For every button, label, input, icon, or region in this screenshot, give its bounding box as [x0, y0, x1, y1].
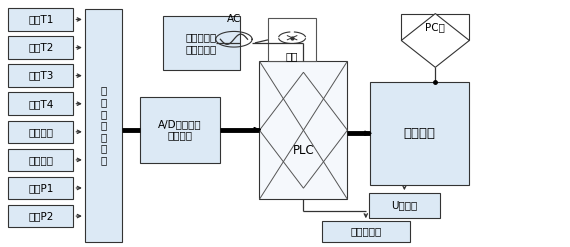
Text: PC机: PC机: [425, 22, 445, 32]
Bar: [369, 193, 440, 218]
Text: 温度T1: 温度T1: [28, 15, 54, 24]
Bar: [268, 19, 316, 61]
Bar: [8, 149, 74, 171]
Text: 压力P1: 压力P1: [28, 183, 54, 193]
Bar: [85, 9, 121, 242]
Bar: [8, 121, 74, 143]
Text: 温度T4: 温度T4: [28, 99, 54, 109]
Text: 人机界面: 人机界面: [404, 127, 435, 140]
Text: 温度T2: 温度T2: [28, 42, 54, 53]
Bar: [322, 221, 410, 242]
Text: PLC: PLC: [292, 144, 314, 157]
Bar: [8, 64, 74, 87]
Bar: [163, 16, 239, 70]
Text: 温度T3: 温度T3: [28, 71, 54, 81]
Polygon shape: [401, 14, 469, 67]
Text: 压力P2: 压力P2: [28, 211, 54, 221]
Bar: [8, 92, 74, 115]
Bar: [8, 205, 74, 227]
Text: AC: AC: [227, 14, 241, 24]
Bar: [401, 14, 469, 41]
Bar: [8, 36, 74, 59]
Bar: [140, 97, 220, 163]
Text: 风扇: 风扇: [286, 51, 298, 61]
Text: 功率信号: 功率信号: [28, 127, 54, 137]
Bar: [8, 8, 74, 31]
Text: 流量信号: 流量信号: [28, 155, 54, 165]
Text: U盘存储: U盘存储: [391, 200, 418, 210]
Bar: [259, 61, 347, 199]
Bar: [370, 82, 469, 185]
Text: 模
拟
量
测
量
模
块: 模 拟 量 测 量 模 块: [100, 85, 107, 165]
Text: 开关量输出: 开关量输出: [350, 226, 381, 237]
Text: A/D转换模拟
输入模块: A/D转换模拟 输入模块: [158, 119, 202, 140]
Bar: [8, 177, 74, 199]
Text: 断相与相序
保护继电器: 断相与相序 保护继电器: [186, 32, 217, 54]
